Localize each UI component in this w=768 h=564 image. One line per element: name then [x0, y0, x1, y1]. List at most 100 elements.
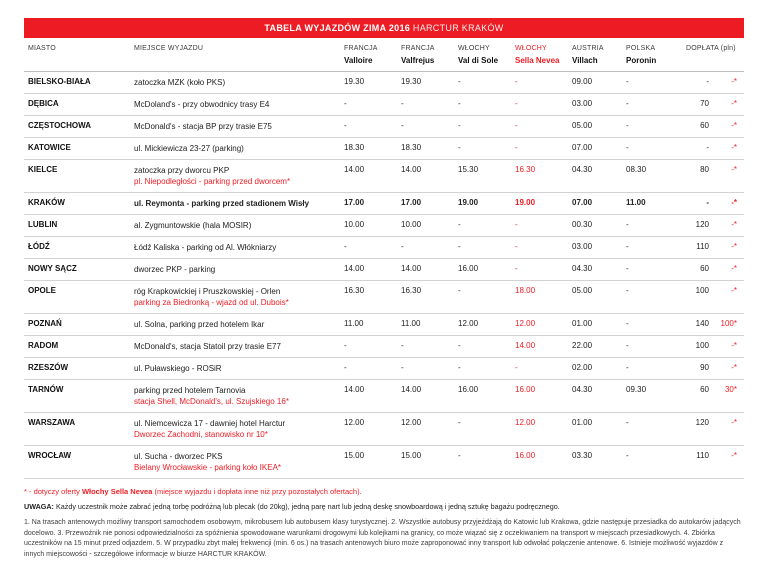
table-row: POZNAŃ ul. Solna, parking przed hotelem I…: [24, 313, 744, 336]
place-line-1: McDoland's - przy obwodnicy trasy E4: [134, 100, 270, 109]
place-line-1: ul. Sucha - dworzec PKS: [134, 452, 223, 461]
col-label: WŁOCHY: [458, 45, 490, 52]
time-cell: -: [622, 71, 682, 94]
table-row: KIELCE zatoczka przy dworcu PKP pl. Niepod…: [24, 159, 744, 193]
time-cell: -: [622, 93, 682, 116]
title-secondary: HARCTUR KRAKÓW: [412, 23, 504, 33]
city-cell: TARNÓW: [24, 379, 130, 413]
place-line-1: ul. Mickiewicza 23-27 (parking): [134, 144, 244, 153]
col-header-wlochy-val-di-sole: WŁOCHY Val di Sole: [454, 38, 511, 72]
col-header-doplata: DOPŁATA (pln): [682, 38, 744, 72]
time-cell: 12.00: [511, 412, 568, 446]
sella-nevea-footnote: * - dotyczy oferty Włochy Sella Nevea (m…: [24, 486, 744, 497]
place-cell: ul. Solna, parking przed hotelem Ikar: [130, 313, 340, 336]
fee-cell: 120: [682, 214, 716, 237]
col-header-austria-villach: AUSTRIA Villach: [568, 38, 622, 72]
col-header-miasto: MIASTO: [24, 38, 130, 72]
fee-cell: 100: [682, 280, 716, 314]
fee-cell: 60: [682, 258, 716, 281]
time-cell: -: [511, 214, 568, 237]
time-cell: 12.00: [397, 412, 454, 446]
col-header-francja-valloire: FRANCJA Valloire: [340, 38, 397, 72]
time-cell: 22.00: [568, 335, 622, 358]
city-cell: BIELSKO-BIAŁA: [24, 71, 130, 94]
time-cell: -: [622, 335, 682, 358]
fee-star-cell: -*: [716, 335, 744, 358]
city-cell: OPOLE: [24, 280, 130, 314]
time-cell: 16.00: [454, 379, 511, 413]
time-cell: 14.00: [397, 258, 454, 281]
footer: * - dotyczy oferty Włochy Sella Nevea (m…: [24, 486, 744, 560]
table-row: KRAKÓW ul. Reymonta - parking przed stadi…: [24, 192, 744, 215]
table-row: RADOM McDonald's, stacja Statoil przy tra…: [24, 335, 744, 358]
table-row: WROCŁAW ul. Sucha - dworzec PKS Bielany Wr…: [24, 445, 744, 479]
time-cell: -: [454, 71, 511, 94]
col-label: AUSTRIA: [572, 45, 604, 52]
time-cell: -: [340, 115, 397, 138]
time-cell: 12.00: [454, 313, 511, 336]
time-cell: -: [454, 236, 511, 259]
place-cell: McDonald's - stacja BP przy trasie E75: [130, 115, 340, 138]
time-cell: -: [454, 115, 511, 138]
col-header-miejsce-wyjazdu: MIEJSCE WYJAZDU: [130, 38, 340, 72]
fee-star-cell: 30*: [716, 379, 744, 413]
time-cell: -: [454, 412, 511, 446]
time-cell: -: [511, 115, 568, 138]
luggage-warning: UWAGA: Każdy uczestnik może zabrać jedną…: [24, 501, 744, 512]
city-cell: NOWY SĄCZ: [24, 258, 130, 281]
time-cell: 02.00: [568, 357, 622, 380]
city-cell: DĘBICA: [24, 93, 130, 116]
time-cell: 07.00: [568, 137, 622, 160]
time-cell: 09.30: [622, 379, 682, 413]
place-line-1: Łódź Kaliska - parking od Al. Włókniarzy: [134, 243, 277, 252]
place-cell: zatoczka MZK (koło PKS): [130, 71, 340, 94]
time-cell: -: [340, 357, 397, 380]
place-line-1: dworzec PKP - parking: [134, 265, 216, 274]
header-row: MIASTO MIEJSCE WYJAZDU FRANCJA Valloire …: [24, 38, 744, 72]
time-cell: -: [622, 258, 682, 281]
place-line-2: Dworzec Zachodni, stanowisko nr 10*: [134, 430, 268, 439]
time-cell: 18.00: [511, 280, 568, 314]
time-cell: 05.00: [568, 280, 622, 314]
col-label: POLSKA: [626, 45, 656, 52]
place-cell: róg Krapkowickiej i Pruszkowskiej - Orle…: [130, 280, 340, 314]
fee-cell: 70: [682, 93, 716, 116]
time-cell: 01.00: [568, 412, 622, 446]
place-cell: parking przed hotelem Tarnovia stacja She…: [130, 379, 340, 413]
table-row: DĘBICA McDoland's - przy obwodnicy trasy …: [24, 93, 744, 116]
col-label: FRANCJA: [344, 45, 378, 52]
time-cell: 14.00: [511, 335, 568, 358]
table-row: RZESZÓW ul. Puławskiego - ROSiR - - - -02.00-…: [24, 357, 744, 380]
time-cell: 03.00: [568, 236, 622, 259]
fee-cell: 60: [682, 379, 716, 413]
place-line-1: McDonald's, stacja Statoil przy trasie E…: [134, 342, 281, 351]
time-cell: -: [511, 93, 568, 116]
time-cell: 01.00: [568, 313, 622, 336]
col-sublabel: Valloire: [344, 56, 373, 65]
place-cell: dworzec PKP - parking: [130, 258, 340, 281]
time-cell: -: [622, 214, 682, 237]
time-cell: 17.00: [340, 192, 397, 215]
place-cell: McDonald's, stacja Statoil przy trasie E…: [130, 335, 340, 358]
fee-star-cell: -*: [716, 192, 744, 215]
table-row: TARNÓW parking przed hotelem Tarnovia stac…: [24, 379, 744, 413]
col-sublabel: Valfrejus: [401, 56, 435, 65]
fee-star-cell: -*: [716, 258, 744, 281]
place-line-2: stacja Shell, McDonald's, ul. Szujskiego…: [134, 397, 289, 406]
time-cell: -: [511, 137, 568, 160]
time-cell: 15.30: [454, 159, 511, 193]
fee-star-cell: 100*: [716, 313, 744, 336]
time-cell: -: [397, 93, 454, 116]
time-cell: 15.00: [340, 445, 397, 479]
time-cell: -: [622, 137, 682, 160]
time-cell: 16.30: [397, 280, 454, 314]
time-cell: 08.30: [622, 159, 682, 193]
fee-cell: 60: [682, 115, 716, 138]
col-sublabel: Poronin: [626, 56, 657, 65]
place-line-1: ul. Reymonta - parking przed stadionem W…: [134, 199, 310, 208]
time-cell: -: [511, 71, 568, 94]
time-cell: 16.30: [340, 280, 397, 314]
time-cell: -: [511, 357, 568, 380]
city-cell: CZĘSTOCHOWA: [24, 115, 130, 138]
col-label: MIASTO: [28, 45, 56, 52]
